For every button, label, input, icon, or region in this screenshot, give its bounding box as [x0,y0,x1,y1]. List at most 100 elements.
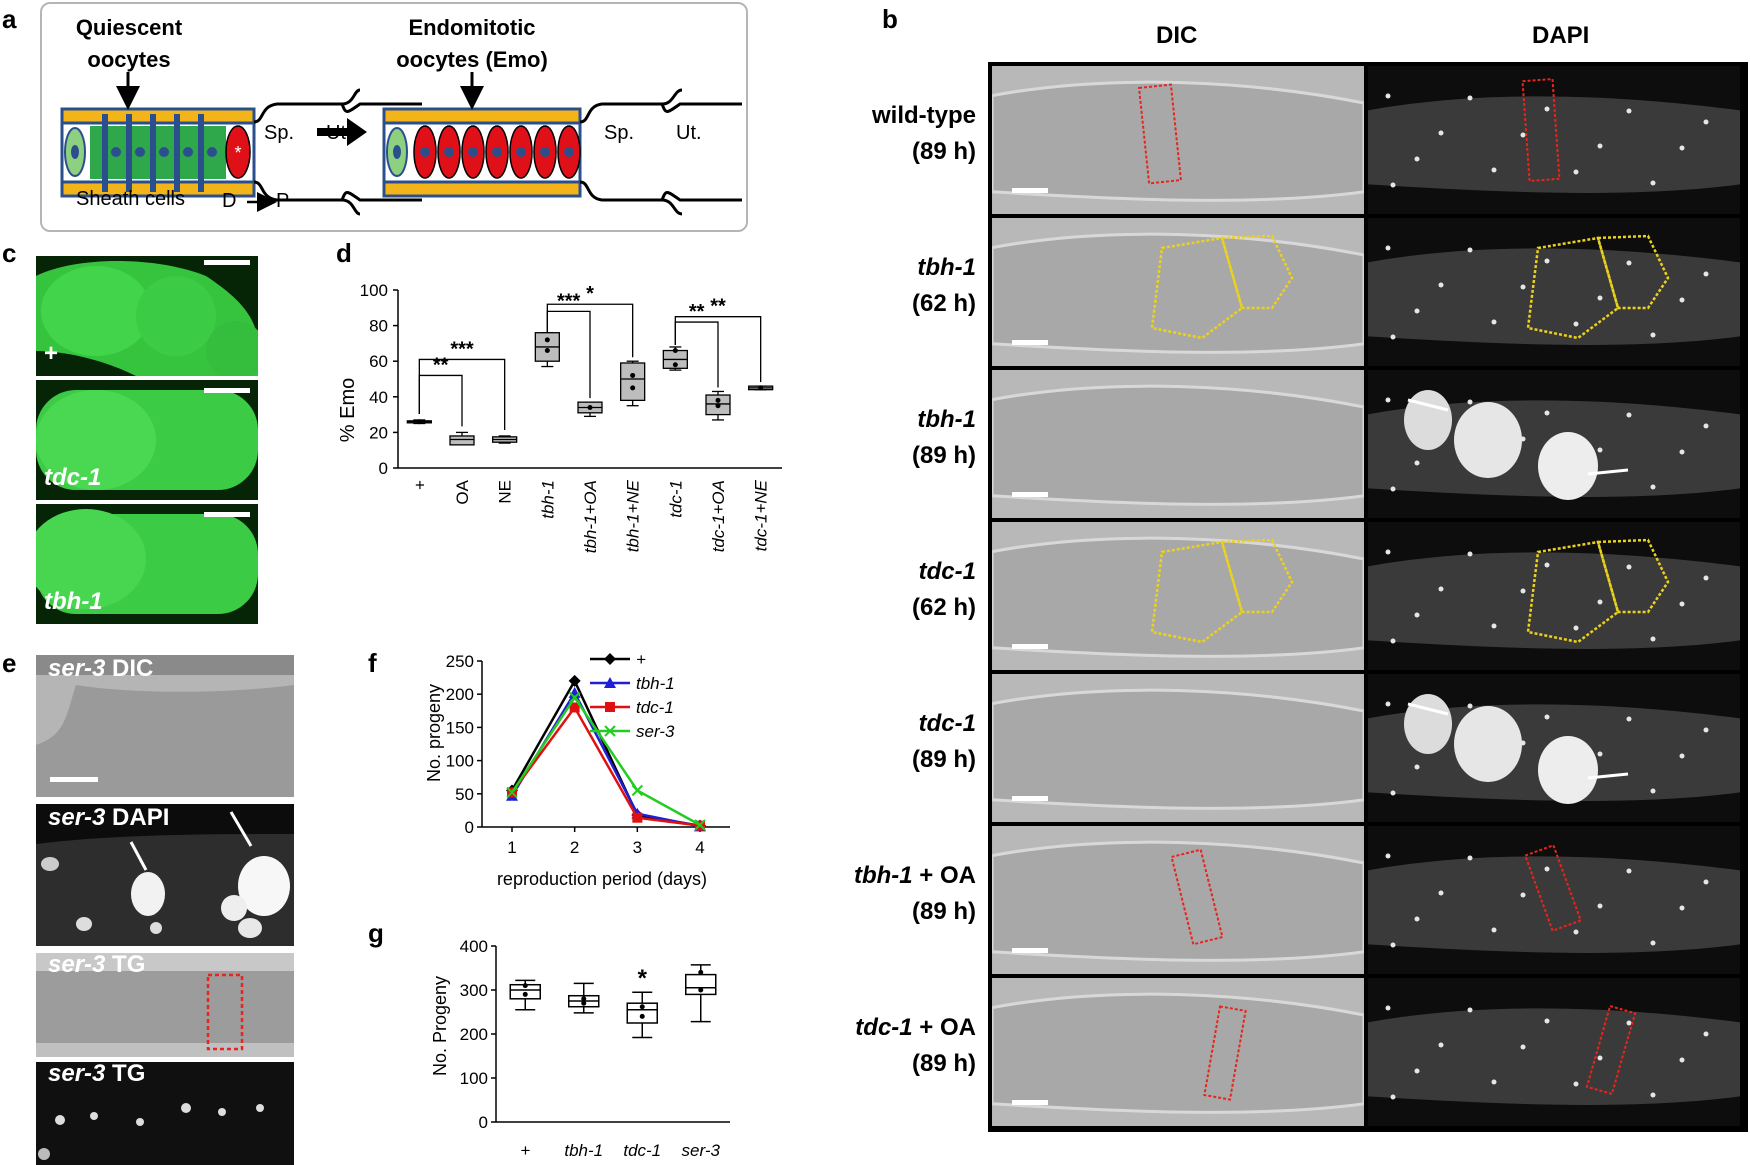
significance-label: ** [689,301,705,323]
nucleus-dot [1385,701,1391,707]
row-gene: tdc-1 [855,1014,913,1041]
dic-image-row-1 [992,66,1364,214]
ser3-dic-image: ser-3 DIC [36,655,294,797]
nucleus-dot [1467,703,1473,709]
y-tick-label: 250 [446,652,474,671]
chart-d: 0 20 40 60 80 100 + OA NE tbh-1 tbh-1+OA tbh-1+NE td… [337,281,782,553]
column-header-dapi: DAPI [1532,22,1590,49]
nucleus-dot [1520,892,1526,898]
gonad-diagram: * [60,72,742,216]
nucleus-dot [1626,868,1632,874]
y-tick-label: 100 [360,281,388,300]
nucleus-dot [1385,93,1391,99]
dapi-image-row-6 [1368,826,1740,974]
dic-image-row-2 [992,218,1364,366]
scale-bar [1012,340,1048,345]
nucleus-dot [1544,410,1550,416]
oocyte-outline-red [1521,78,1561,182]
row-gene: tdc-1 [918,710,976,737]
nucleus-dot [1650,332,1656,338]
nucleus-dot [1520,284,1526,290]
nucleus-dot [1385,245,1391,251]
box-point [544,337,550,343]
x-tick-label: NE [496,480,515,504]
scale-bar [1012,492,1048,497]
nucleus-dot [1414,612,1420,618]
nucleus-dot [1467,551,1473,557]
nucleus-dot [1390,790,1396,796]
series-line [510,705,701,827]
nucleus-dot [1544,106,1550,112]
quiescent-gonad: * [60,88,422,216]
box [620,362,646,402]
nucleus-dot [1491,927,1497,933]
nucleus-dot [1467,1007,1473,1013]
x-tick-label: + [410,480,429,490]
significance-label: * [586,283,594,305]
nucleus-dot [1650,180,1656,186]
y-tick-label: 80 [369,317,388,336]
endomitotic-nucleus [1538,736,1598,804]
nucleus-dot [1679,297,1685,303]
scale-bar [1012,948,1048,953]
row-treatment: + OA [912,862,976,889]
nucleus-dot [1390,334,1396,340]
row-time: (89 h) [911,442,976,469]
significance-label: *** [557,290,581,312]
nucleus-dot [1626,564,1632,570]
nucleus-dot [1679,905,1685,911]
endomitotic-nucleus [1454,402,1522,478]
nucleus-dot [1679,1057,1685,1063]
chart-g-ylabel: No. Progeny [430,976,450,1076]
nucleus-dot [1520,132,1526,138]
nucleus-dot [1597,599,1603,605]
nucleus-dot [1573,625,1579,631]
ser3-dapi-label: ser-3 DAPI [48,804,170,831]
nucleus-dot [1703,879,1709,885]
nucleus-dot [1703,423,1709,429]
gfp-image-tbh1: tbh-1 [36,504,258,624]
nucleus-dot [1491,167,1497,173]
y-tick-label: 400 [460,937,488,956]
arrow-icon [1587,468,1629,476]
nucleus-dot [1679,753,1685,759]
y-tick-label: 50 [455,785,474,804]
endomitotic-nucleus [1404,390,1452,450]
p-label: P [276,190,290,212]
scale-bar [1012,188,1048,193]
box-point [715,397,721,403]
box-point [581,996,587,1002]
nucleus-dot [1650,636,1656,642]
nucleus-dot [1438,282,1444,288]
y-tick-label: 100 [460,1069,488,1088]
y-tick-label: 0 [379,459,388,478]
nucleus-dot [1650,484,1656,490]
row-gene: tdc-1 [918,558,976,585]
legend-label: tdc-1 [636,698,674,717]
box [626,1002,658,1024]
oocyte-outline-yellow [1150,236,1244,340]
chart-d-ylabel: % Emo [337,378,359,442]
nucleus-dot [1414,308,1420,314]
nucleus-dot [1597,447,1603,453]
dapi-image-row-4 [1368,522,1740,670]
nucleus-dot [1703,271,1709,277]
x-tick-label: OA [453,479,472,504]
x-tick-label: tdc-1 [623,1141,661,1160]
significance-bracket [418,374,463,427]
oocyte-outline-yellow [1526,236,1620,340]
box-point [630,372,636,378]
box-point [544,348,550,354]
x-tick-label: 2 [570,838,579,857]
dapi-image-row-3 [1368,370,1740,518]
dapi-image-row-1 [1368,66,1740,214]
nucleus-dot [1414,460,1420,466]
svg-text:*: * [234,143,241,163]
nucleus-dot [1626,108,1632,114]
y-tick-label: 40 [369,388,388,407]
dic-image-row-4 [992,522,1364,670]
row-gene: tbh-1 [917,254,976,281]
row-label-7: tdc-1 + OA (89 h) [800,1010,976,1082]
nucleus-dot [1573,321,1579,327]
x-tick-label: tbh-1 [538,480,557,519]
